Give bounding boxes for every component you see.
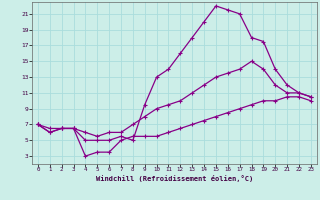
X-axis label: Windchill (Refroidissement éolien,°C): Windchill (Refroidissement éolien,°C): [96, 175, 253, 182]
